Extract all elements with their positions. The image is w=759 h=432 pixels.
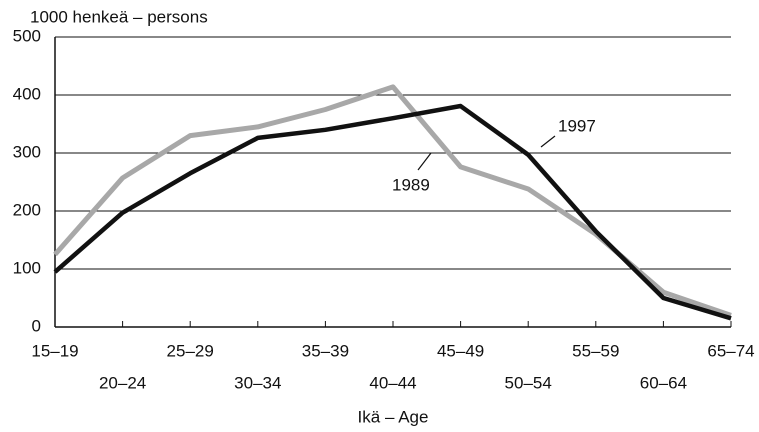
y-tick-label: 300 (13, 142, 41, 161)
x-tick-label: 15–19 (31, 341, 78, 360)
y-tick-label: 200 (13, 200, 41, 219)
series-line (53, 103, 732, 321)
annotation-arrow (540, 135, 556, 148)
x-tick-label: 40–44 (369, 373, 416, 392)
y-unit-label: 1000 henkeä – persons (30, 7, 208, 26)
x-tick-label: 45–49 (437, 341, 484, 360)
x-tick-label: 65–74 (707, 341, 754, 360)
x-tick-label: 20–24 (99, 373, 146, 392)
series-annotation: 1989 (392, 175, 430, 194)
x-tick-label: 60–64 (640, 373, 687, 392)
x-tick-label: 35–39 (302, 341, 349, 360)
series-line (53, 84, 732, 318)
y-tick-label: 400 (13, 84, 41, 103)
x-tick-label: 55–59 (572, 341, 619, 360)
series-annotation: 1997 (558, 116, 596, 135)
annotation-arrow (417, 152, 432, 171)
x-tick-label: 30–34 (234, 373, 281, 392)
x-tick-label: 25–29 (167, 341, 214, 360)
y-tick-label: 0 (32, 316, 41, 335)
y-tick-label: 500 (13, 26, 41, 45)
x-tick-label: 50–54 (505, 373, 552, 392)
y-tick-label: 100 (13, 258, 41, 277)
x-axis-label: Ikä – Age (358, 407, 429, 426)
